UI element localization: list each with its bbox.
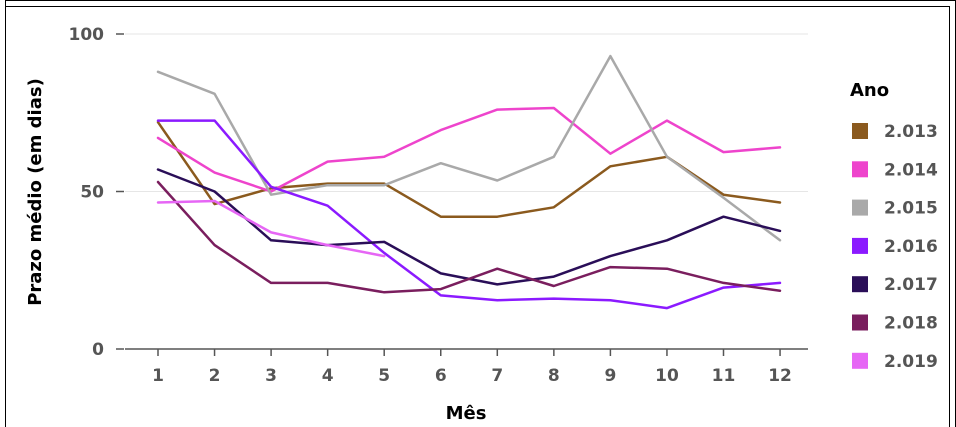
legend-label: 2.015 [884,199,938,219]
series-lines [156,54,782,310]
series-line [156,119,782,310]
series-line [156,199,386,258]
x-tick-label: 6 [435,366,447,386]
legend-swatch [852,199,868,216]
x-tick-label: 11 [712,366,736,386]
y-tick-label: 0 [92,340,104,360]
legend-label: 2.018 [884,314,938,334]
x-tick-label: 9 [604,366,616,386]
legend-item: 2.018 [852,314,938,334]
x-tick-label: 8 [548,366,560,386]
x-tick-label: 1 [152,366,164,386]
x-tick-label: 5 [378,366,390,386]
series-line [156,120,782,218]
legend: Ano 2.013 2.014 2.015 2.016 2.017 2.018 2.019 [850,80,938,372]
x-tick-label: 3 [265,366,277,386]
legend-label: 2.016 [884,237,938,257]
legend-title: Ano [850,80,889,101]
left-panel-edge [0,0,6,427]
series-line [156,168,782,286]
legend-items: 2.013 2.014 2.015 2.016 2.017 2.018 2.019 [852,122,938,372]
legend-swatch [852,352,868,369]
series-line [156,180,782,294]
x-tick-label: 4 [322,366,334,386]
legend-item: 2.014 [852,160,938,180]
x-axis-ticks: 1 2 3 4 5 6 7 8 9 10 11 12 [152,349,792,386]
legend-label: 2.013 [884,122,938,142]
legend-item: 2.015 [852,199,938,219]
legend-swatch [852,237,868,254]
legend-swatch [852,123,868,139]
x-axis-title: Mês [446,403,487,424]
y-tick-label: 100 [69,25,105,45]
x-tick-label: 2 [209,366,221,386]
legend-label: 2.017 [884,275,938,295]
legend-swatch [852,161,868,178]
series-line [156,106,782,193]
series-line [156,54,782,242]
legend-label: 2.019 [884,352,938,372]
legend-item: 2.016 [852,237,938,257]
x-tick-label: 10 [655,366,679,386]
y-axis-title: Prazo médio (em dias) [25,78,46,306]
legend-item: 2.017 [852,275,938,295]
legend-item: 2.013 [852,122,938,142]
legend-item: 2.019 [852,352,938,372]
legend-swatch [852,276,868,293]
legend-label: 2.014 [884,160,938,180]
grid [125,33,808,192]
chart-inner-frame [6,6,950,427]
y-axis-ticks: 0 50 100 [69,25,124,360]
x-tick-label: 7 [491,366,503,386]
x-tick-label: 12 [768,366,792,386]
legend-swatch [852,314,868,331]
y-tick-label: 50 [80,183,104,203]
